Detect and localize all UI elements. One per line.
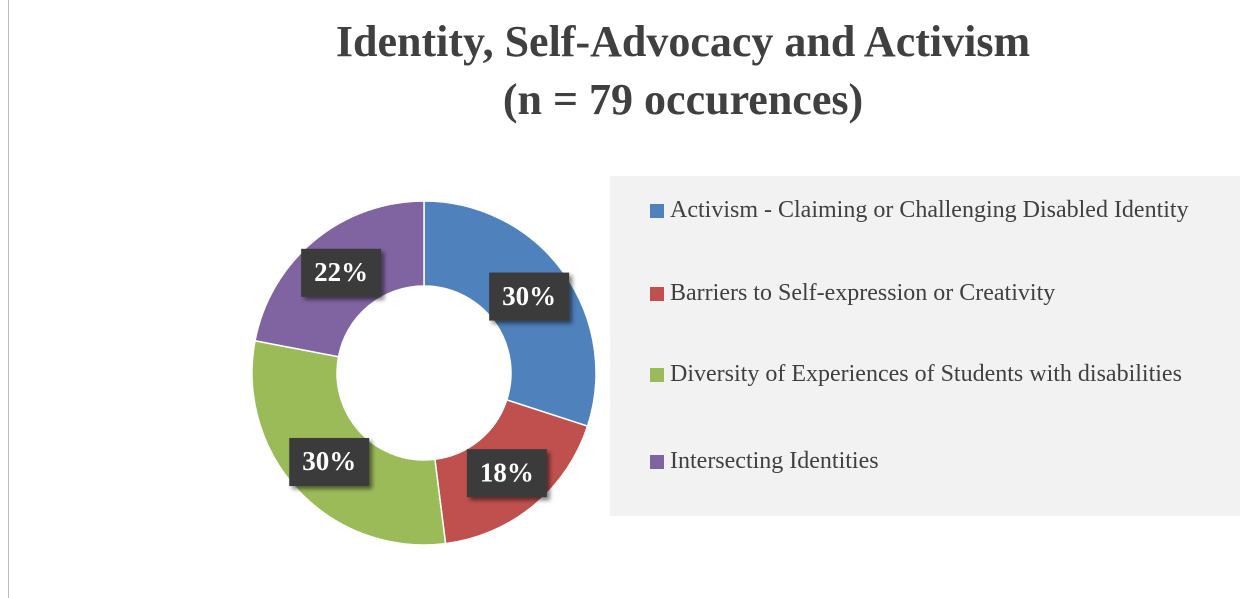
legend-swatch xyxy=(650,287,664,301)
legend-swatch xyxy=(650,368,664,382)
chart-border xyxy=(8,0,9,598)
data-label-box xyxy=(489,272,570,321)
data-label: 18% xyxy=(480,457,534,487)
chart-subtitle: (n = 79 occurences) xyxy=(503,75,863,124)
legend-swatch xyxy=(650,204,664,218)
legend: Activism - Claiming or Challenging Disab… xyxy=(610,176,1240,516)
legend-item: Barriers to Self-expression or Creativit… xyxy=(650,277,1210,309)
legend-label: Activism - Claiming or Challenging Disab… xyxy=(670,197,1189,223)
data-label-box xyxy=(301,248,382,297)
legend-item: Activism - Claiming or Challenging Disab… xyxy=(650,194,1210,226)
legend-label: Intersecting Identities xyxy=(670,448,879,474)
data-label: 30% xyxy=(502,281,556,311)
data-label-box xyxy=(466,449,547,498)
legend-item: Intersecting Identities xyxy=(650,445,1210,477)
legend-item: Diversity of Experiences of Students wit… xyxy=(650,358,1210,390)
data-label: 22% xyxy=(314,257,368,287)
data-label: 30% xyxy=(302,446,356,476)
legend-swatch xyxy=(650,455,664,469)
data-label-box xyxy=(289,437,370,486)
legend-label: Barriers to Self-expression or Creativit… xyxy=(670,280,1056,306)
legend-label: Diversity of Experiences of Students wit… xyxy=(670,361,1182,387)
chart-title: Identity, Self-Advocacy and Activism xyxy=(336,17,1030,66)
